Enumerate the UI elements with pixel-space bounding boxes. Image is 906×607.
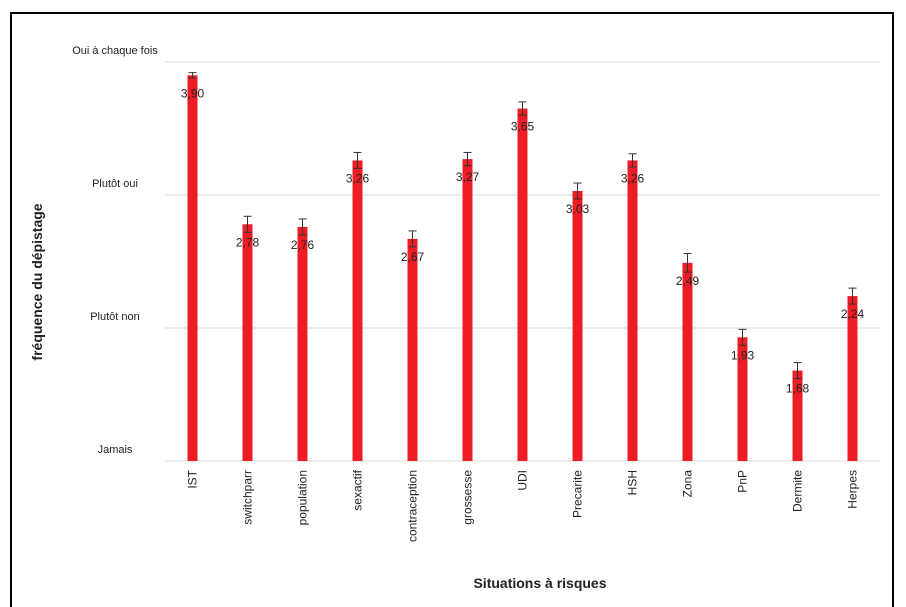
x-tick-label: PnP (736, 470, 750, 493)
bar (242, 224, 253, 461)
x-tick-label: UDI (516, 470, 530, 491)
x-tick-label: HSH (626, 470, 640, 495)
data-label: 1,93 (731, 348, 755, 362)
bar (847, 296, 858, 461)
bar (297, 226, 308, 461)
y-axis-ticks: Jamais Plutôt non Plutôt oui Oui à chaque f… (72, 45, 158, 456)
x-tick-label: Dermite (791, 470, 805, 512)
y-tick-label: Plutôt non (90, 311, 140, 323)
x-tick-label: population (296, 470, 310, 525)
y-tick-label: Plutôt oui (92, 178, 138, 190)
bar (682, 262, 693, 461)
data-label: 2,49 (676, 274, 700, 288)
x-tick-label: Zona (681, 470, 695, 498)
y-tick-label: Jamais (98, 444, 133, 456)
data-label: 2,67 (401, 250, 425, 264)
x-tick-label: grossesse (461, 470, 475, 525)
bar (187, 75, 198, 462)
y-axis-title: fréquence du dépistage (29, 203, 45, 360)
x-axis-title: Situations à risques (473, 575, 606, 591)
x-tick-label: Precarite (571, 470, 585, 518)
chart-frame (10, 12, 894, 607)
bar (737, 337, 748, 461)
data-label: 2,76 (291, 238, 315, 252)
bar (407, 238, 418, 461)
data-label: 3,26 (346, 171, 370, 185)
y-tick-label: Oui à chaque fois (72, 45, 158, 57)
bar (792, 370, 803, 461)
bar (627, 160, 638, 462)
data-label: 3,65 (511, 120, 535, 134)
bar (517, 108, 528, 462)
data-label: 2,78 (236, 235, 260, 249)
x-tick-label: Herpes (846, 470, 860, 509)
error-bars (188, 72, 857, 380)
bar (462, 159, 473, 461)
x-tick-label: switchparr (241, 470, 255, 525)
x-tick-label: contraception (406, 470, 420, 542)
x-axis-ticks: IST switchparr population sexactif contracep… (186, 469, 860, 542)
x-tick-label: IST (186, 469, 200, 488)
bar (352, 160, 363, 462)
data-label: 1,68 (786, 382, 810, 396)
data-label: 3,03 (566, 202, 590, 216)
data-label: 3,90 (181, 86, 205, 100)
data-labels: 3,90 2,78 2,76 3,26 2,67 3,27 3,65 3,03 3,26 2,49… (181, 86, 865, 395)
bars (187, 75, 858, 462)
bar (572, 191, 583, 461)
x-tick-label: sexactif (351, 469, 365, 510)
data-label: 3,26 (621, 171, 645, 185)
data-label: 2,24 (841, 307, 865, 321)
data-label: 3,27 (456, 170, 480, 184)
